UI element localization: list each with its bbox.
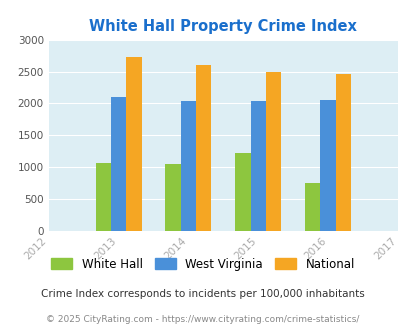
- Bar: [250, 102, 265, 231]
- Title: White Hall Property Crime Index: White Hall Property Crime Index: [89, 19, 356, 34]
- Bar: [304, 182, 320, 231]
- Bar: [165, 164, 180, 231]
- Text: Crime Index corresponds to incidents per 100,000 inhabitants: Crime Index corresponds to incidents per…: [41, 289, 364, 299]
- Bar: [180, 102, 196, 231]
- Text: © 2025 CityRating.com - https://www.cityrating.com/crime-statistics/: © 2025 CityRating.com - https://www.city…: [46, 315, 359, 324]
- Bar: [320, 100, 335, 231]
- Bar: [95, 163, 111, 231]
- Bar: [265, 72, 281, 231]
- Bar: [335, 74, 350, 231]
- Bar: [111, 97, 126, 231]
- Bar: [196, 65, 211, 231]
- Bar: [234, 153, 250, 231]
- Bar: [126, 57, 141, 231]
- Legend: White Hall, West Virginia, National: White Hall, West Virginia, National: [45, 252, 360, 277]
